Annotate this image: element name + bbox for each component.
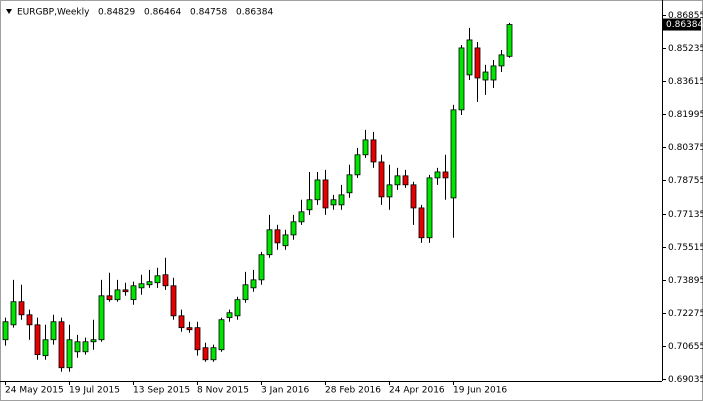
y-tick-label: 0.72275 [668,309,703,319]
candle-body [154,275,161,284]
candle-body [26,314,33,326]
x-tick-label: 24 Apr 2016 [389,386,445,396]
candle-body [42,339,49,357]
y-tick-label: 0.77135 [668,210,703,220]
x-tick-label: 8 Nov 2015 [197,386,249,396]
candle-body [194,327,201,351]
x-tick-label: 19 Jul 2015 [69,386,120,396]
candle-body [410,184,417,209]
candle-body [10,301,17,326]
y-tick-label: 0.69035 [668,375,703,385]
candle-body [146,281,153,286]
y-tick-label: 0.70655 [668,342,703,352]
candle-body [290,221,297,236]
y-tick-label: 0.83615 [668,77,703,87]
candle-body [354,154,361,176]
candle-body [442,171,449,179]
candle-body [34,324,41,356]
candle-body [266,229,273,256]
candle-body [226,312,233,319]
x-tick-label: 13 Sep 2015 [133,386,190,396]
candle-body [202,347,209,361]
candle-body [162,274,169,287]
y-tick-label: 0.78755 [668,176,703,186]
candle-body [138,283,145,289]
candle-body [210,347,217,361]
candle-body [66,339,73,369]
y-tick-label: 0.73895 [668,276,703,286]
candle-body [362,139,369,156]
candle-body [498,54,505,67]
candle-body [482,71,489,81]
x-tick-label: 28 Feb 2016 [325,386,381,396]
candle-body [466,39,473,76]
candle-body [234,299,241,317]
candle-body [322,179,329,209]
candle-body [298,211,305,223]
candle-body [282,234,289,247]
candle-body [58,321,65,369]
candle-body [250,279,257,289]
last-close: 0.86384 [236,8,273,18]
candle-body [394,175,401,186]
y-tick-label: 0.85235 [668,44,703,54]
candle-body [114,289,121,301]
price-label: 0.86384 [666,20,703,30]
candle-body [50,321,57,341]
candle-body [218,319,225,351]
candle-body [2,321,9,341]
y-tick-label: 0.75515 [668,243,703,253]
chart-title: EURGBP,Weekly [17,8,90,18]
candle-body [242,284,249,301]
candle-body [378,161,385,198]
y-tick-label: 0.81995 [668,110,703,120]
candle-body [330,199,337,206]
x-tick-label: 19 Jun 2016 [453,386,507,396]
last-open: 0.84829 [98,8,135,18]
candle-body [474,47,481,79]
candle-body [370,139,377,163]
candle-body [386,184,393,198]
candle-body [274,229,281,244]
candle-body [186,327,193,331]
candle-body [346,174,353,194]
candle-body [506,24,513,57]
candle-body [418,207,425,239]
candle-body [122,289,129,293]
candle-body [426,177,433,239]
candle-body [314,179,321,201]
y-tick-label: 0.86855 [668,11,703,21]
candle-body [338,194,345,206]
last-low: 0.84758 [190,8,227,18]
candle-body [98,295,105,341]
menu-triangle [6,9,12,14]
candle-body [82,341,89,353]
candle-body [130,285,137,301]
candle-body [450,109,457,199]
candle-body [490,65,497,81]
candle-body [306,199,313,211]
candle-body [434,171,441,179]
x-tick-label: 24 May 2015 [5,386,64,396]
candle-body [402,175,409,186]
candle-body [106,295,113,301]
candle-body [18,301,25,316]
candle-body [90,339,97,343]
x-tick-label: 3 Jan 2016 [261,386,309,396]
candle-body [74,341,81,353]
y-tick-label: 0.80375 [668,143,703,153]
candle-body [178,315,185,329]
candle-body [170,285,177,317]
last-high: 0.86464 [144,8,181,18]
candle-body [458,47,465,111]
candle-body [258,254,265,281]
price-label-bg [663,18,701,31]
